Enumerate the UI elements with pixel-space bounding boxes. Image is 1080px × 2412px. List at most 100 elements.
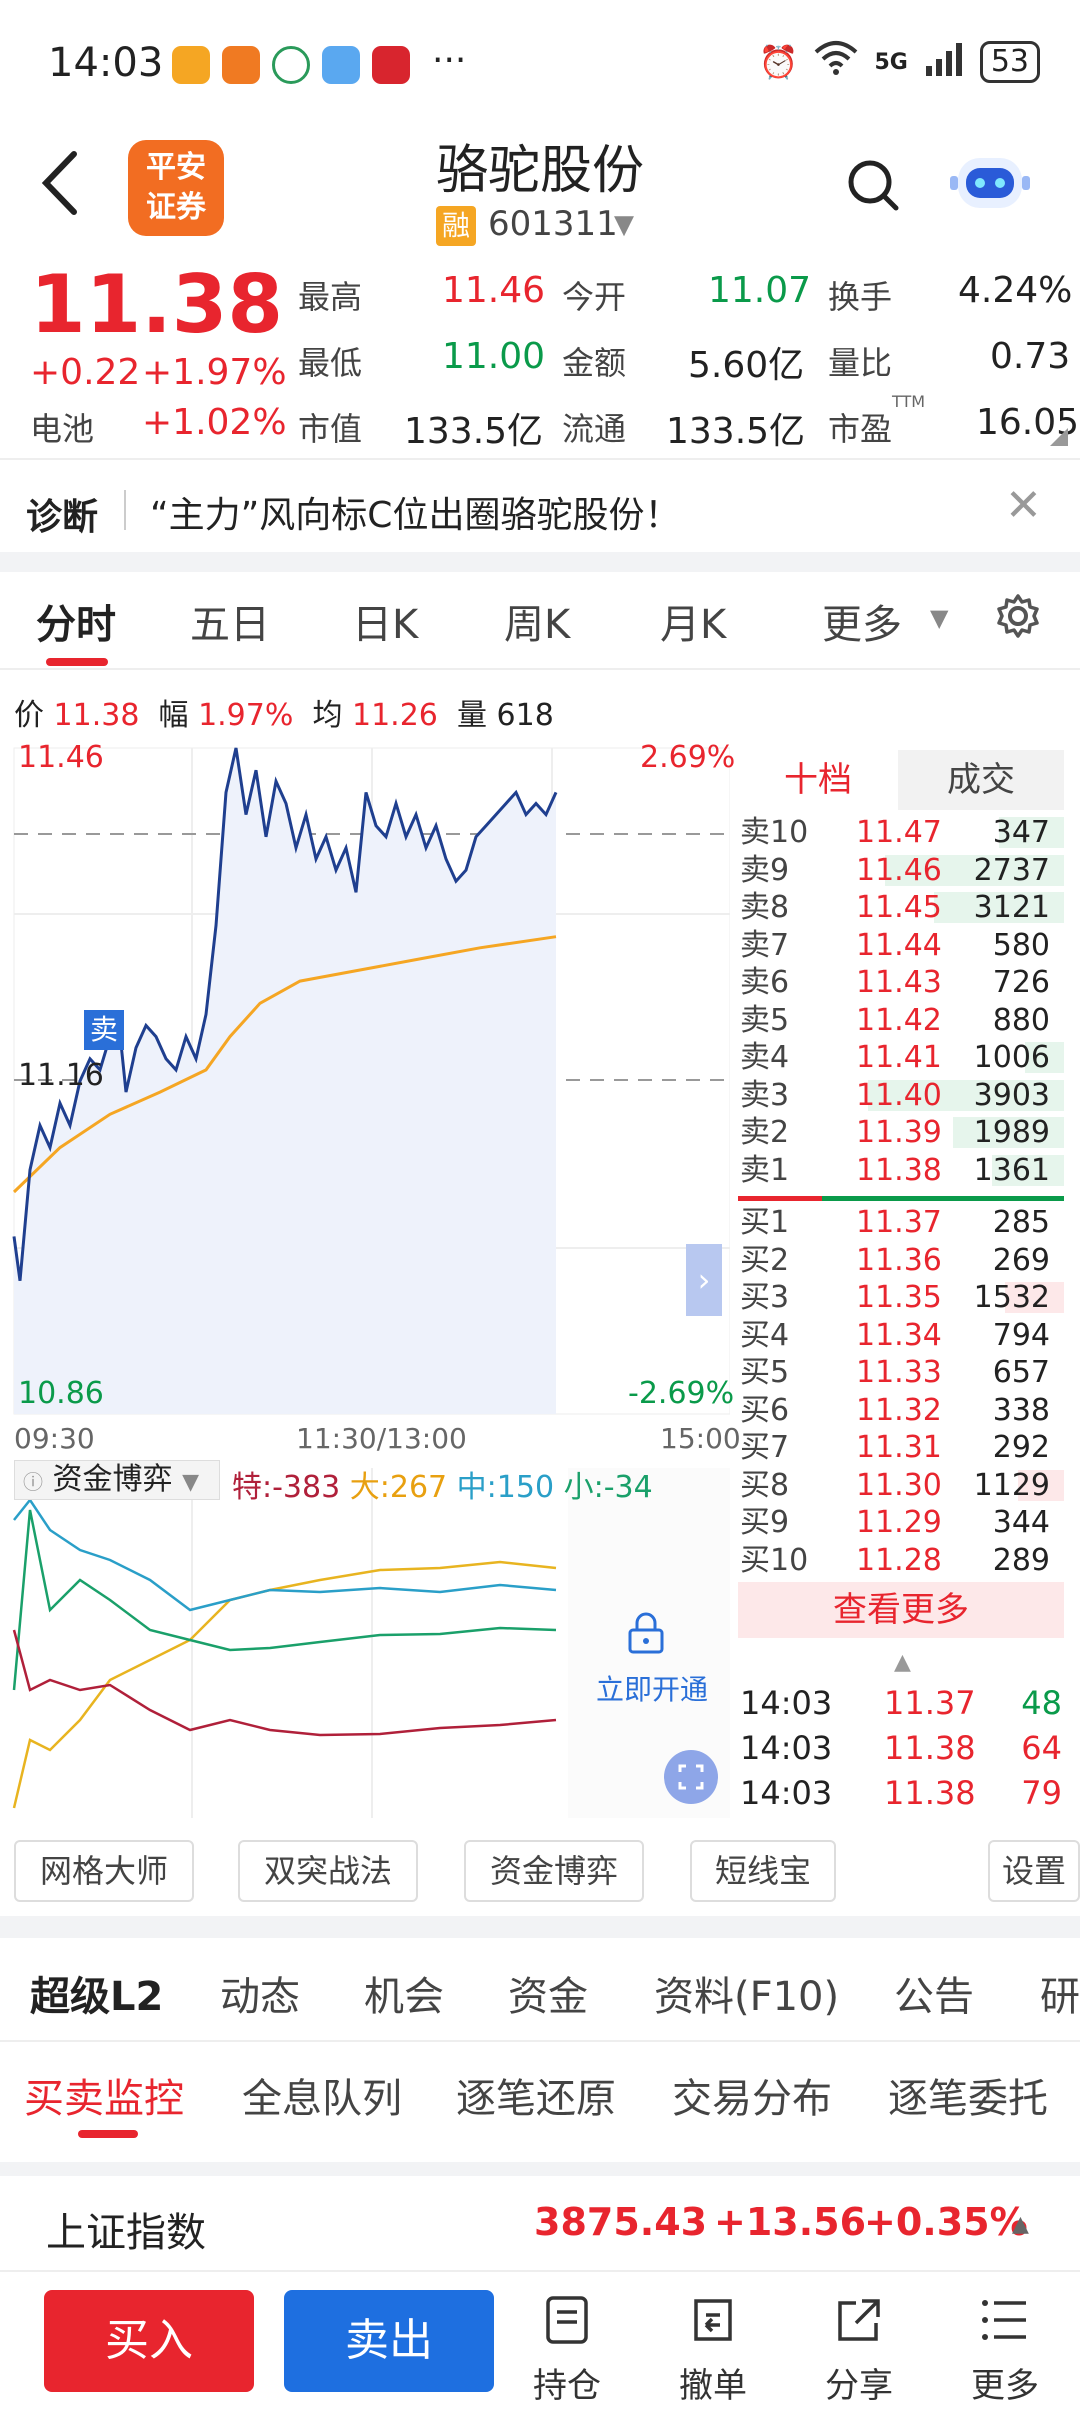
subtab-tick-orders[interactable]: 逐笔委托: [888, 2076, 1048, 2122]
bid-row[interactable]: 买5 11.33 657: [738, 1354, 1064, 1391]
bid-row[interactable]: 买8 11.30 1129: [738, 1467, 1064, 1504]
bid-row[interactable]: 买4 11.34 794: [738, 1317, 1064, 1354]
diagnosis-text[interactable]: “主力”风向标C位出圈骆驼股份！: [150, 495, 681, 536]
bid-row[interactable]: 买1 11.37 285: [738, 1204, 1064, 1241]
app-notification-icon: [172, 46, 210, 84]
settings-gear-icon[interactable]: [994, 592, 1042, 644]
active-tab-indicator: [46, 658, 108, 666]
bid-row[interactable]: 买2 11.36 269: [738, 1242, 1064, 1279]
bid-volume: 1129: [973, 1467, 1050, 1503]
ask-volume-bar: [953, 1117, 1064, 1148]
tab-trades[interactable]: 成交: [898, 750, 1064, 810]
ask-row[interactable]: 卖3 11.40 3903: [738, 1077, 1064, 1114]
tab-announcements[interactable]: 公告: [894, 1974, 974, 2020]
intraday-chart[interactable]: [0, 730, 730, 1820]
unlock-button[interactable]: 立即开通: [596, 1673, 709, 1706]
ask-label: 卖1: [740, 1152, 790, 1188]
menu-icon: [950, 2290, 1060, 2350]
ask-row[interactable]: 卖2 11.39 1989: [738, 1114, 1064, 1151]
bid-price: 11.35: [856, 1280, 942, 1315]
tool-double-breakout[interactable]: 双突战法: [238, 1840, 418, 1902]
bid-price: 11.29: [856, 1505, 942, 1540]
tab-more[interactable]: 更多: [822, 602, 902, 648]
tab-five-day[interactable]: 五日: [190, 602, 270, 648]
tab-daily-k[interactable]: 日K: [352, 602, 419, 648]
subtab-tick-restore[interactable]: 逐笔还原: [456, 2076, 616, 2122]
search-icon[interactable]: [846, 158, 900, 212]
tab-research[interactable]: 研: [1040, 1974, 1080, 2020]
bid-row[interactable]: 买9 11.29 344: [738, 1504, 1064, 1541]
tab-order-levels[interactable]: 十档: [738, 750, 898, 810]
chevron-up-icon[interactable]: ▲: [1012, 2212, 1029, 2237]
nav-holdings[interactable]: 持仓: [512, 2290, 622, 2406]
app-notification-icon: [372, 46, 410, 84]
ask-volume: 3903: [973, 1077, 1050, 1113]
tab-funds[interactable]: 资金: [508, 1974, 588, 2020]
tab-monthly-k[interactable]: 月K: [660, 602, 727, 648]
tool-short-line[interactable]: 短线宝: [690, 1840, 836, 1902]
ai-assistant-icon[interactable]: [950, 148, 1030, 218]
tab-super-l2[interactable]: 超级L2: [30, 1974, 164, 2020]
subtab-trade-distribution[interactable]: 交易分布: [672, 2076, 832, 2122]
tab-f10[interactable]: 资料(F10): [654, 1974, 840, 2020]
bid-row[interactable]: 买7 11.31 292: [738, 1429, 1064, 1466]
bid-row[interactable]: 买3 11.35 1532: [738, 1279, 1064, 1316]
subtab-trade-monitor[interactable]: 买卖监控: [24, 2076, 184, 2122]
chevron-down-icon[interactable]: ▼: [930, 604, 949, 632]
chevron-up-icon[interactable]: ▲: [894, 1650, 911, 1675]
tab-weekly-k[interactable]: 周K: [504, 602, 571, 648]
tick-volume: 64: [1021, 1729, 1062, 1767]
bid-price: 11.34: [856, 1317, 942, 1353]
time-axis-start: 09:30: [14, 1422, 95, 1455]
index-change-pct: +0.35%: [864, 2200, 1028, 2244]
fund-small-line: [12, 1509, 557, 1691]
time-axis-mid: 11:30/13:00: [296, 1422, 467, 1455]
amp-label: 幅: [158, 698, 189, 733]
ask-row[interactable]: 卖4 11.41 1006: [738, 1039, 1064, 1076]
fund-game-selector[interactable]: ⓘ 资金博弈 ▼: [14, 1460, 220, 1500]
sell-button[interactable]: 卖出: [284, 2290, 494, 2392]
sell-marker[interactable]: 卖: [84, 1010, 124, 1050]
back-button[interactable]: [40, 148, 100, 228]
bid-row[interactable]: 买6 11.32 338: [738, 1392, 1064, 1429]
see-more-button[interactable]: 查看更多: [738, 1582, 1064, 1638]
index-ticker[interactable]: 上证指数 3875.43 +13.56 +0.35% ▲: [0, 2162, 1080, 2272]
ask-row[interactable]: 卖9 11.46 2737: [738, 852, 1064, 889]
ask-label: 卖5: [740, 1002, 790, 1038]
fullscreen-icon[interactable]: [664, 1750, 718, 1804]
wifi-icon: [814, 40, 858, 84]
info-icon: ⓘ: [23, 1470, 43, 1494]
buy-button[interactable]: 买入: [44, 2290, 254, 2392]
stock-code[interactable]: 601311: [488, 204, 618, 244]
tool-fund-game[interactable]: 资金博弈: [464, 1840, 644, 1902]
tab-opportunity[interactable]: 机会: [364, 1974, 444, 2020]
ask-row[interactable]: 卖6 11.43 726: [738, 964, 1064, 1001]
ask-row[interactable]: 卖1 11.38 1361: [738, 1152, 1064, 1189]
ask-volume-bar: [998, 817, 1064, 848]
nav-cancel-order[interactable]: 撤单: [658, 2290, 768, 2406]
chevron-right-icon[interactable]: ›: [686, 1244, 722, 1316]
bid-volume: 344: [992, 1505, 1050, 1540]
price-change: +0.22: [30, 352, 141, 393]
tab-intraday[interactable]: 分时: [36, 602, 116, 648]
y-axis-mid-label: 11.16: [18, 1058, 104, 1093]
nav-more[interactable]: 更多: [950, 2290, 1060, 2406]
chevron-down-icon[interactable]: ▼: [614, 210, 634, 240]
tick-price: 11.38: [884, 1774, 976, 1812]
ask-row[interactable]: 卖8 11.45 3121: [738, 889, 1064, 926]
nav-share[interactable]: 分享: [804, 2290, 914, 2406]
ask-row[interactable]: 卖7 11.44 580: [738, 927, 1064, 964]
tab-news[interactable]: 动态: [220, 1974, 300, 2020]
bid-row[interactable]: 买10 11.28 289: [738, 1542, 1064, 1579]
subtab-full-queue[interactable]: 全息队列: [242, 2076, 402, 2122]
ask-label: 卖2: [740, 1115, 790, 1150]
tool-settings[interactable]: 设置: [988, 1840, 1080, 1902]
ask-row[interactable]: 卖10 11.47 347: [738, 814, 1064, 851]
tool-grid-master[interactable]: 网格大师: [14, 1840, 194, 1902]
ask-row[interactable]: 卖5 11.42 880: [738, 1002, 1064, 1039]
sector-label[interactable]: 电池: [30, 410, 95, 448]
close-icon[interactable]: ✕: [1005, 480, 1042, 531]
pct-axis-bottom-label: -2.69%: [628, 1376, 735, 1411]
more-notifications-icon: ···: [432, 40, 467, 81]
expand-corner-icon[interactable]: [1050, 428, 1068, 446]
